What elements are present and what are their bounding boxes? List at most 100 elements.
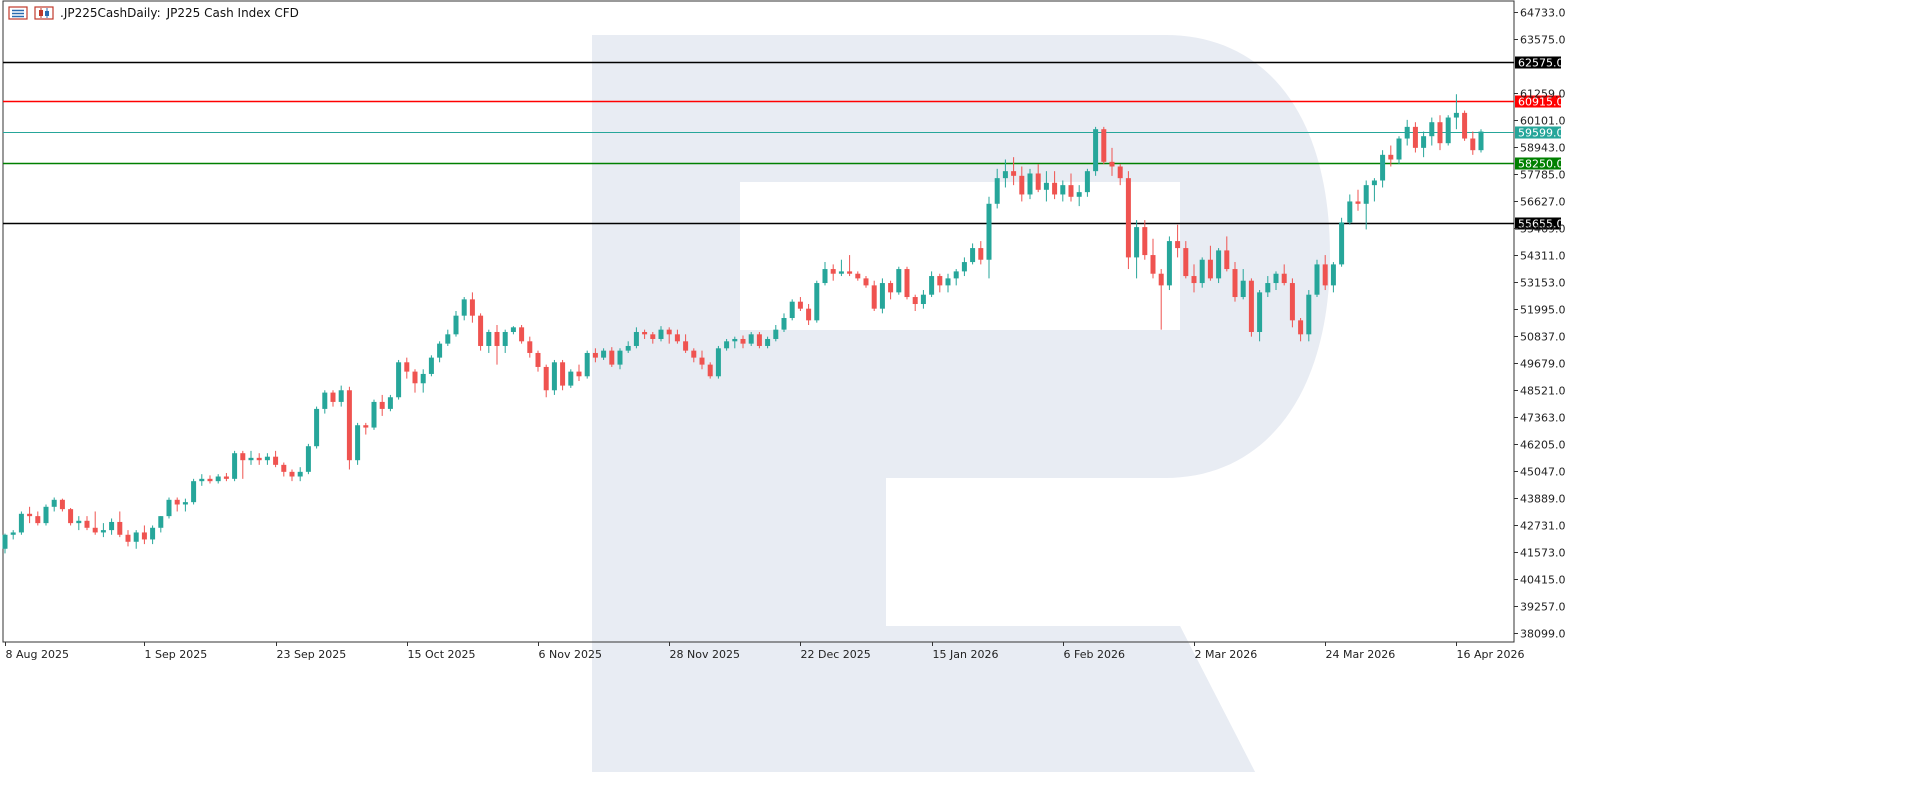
candle-body [773, 329, 779, 339]
level-price-tag: 58250.0 [1515, 157, 1564, 171]
candle [338, 385, 344, 407]
level-price-tag: 59599.0 [1515, 126, 1564, 140]
candle [379, 394, 385, 416]
candle [1076, 185, 1082, 207]
candle [584, 350, 590, 379]
candle [1027, 168, 1033, 200]
candle-body [150, 527, 156, 540]
candle-body [1125, 178, 1131, 258]
candle-body [1093, 129, 1099, 172]
candle [1281, 264, 1287, 286]
y-tick-label: 39257.0 [1520, 601, 1566, 614]
candle [1404, 119, 1410, 146]
candle-body [765, 338, 771, 346]
candle [724, 338, 730, 351]
candle [970, 243, 976, 265]
candle [945, 273, 951, 293]
candle [822, 262, 828, 286]
candle [1158, 269, 1164, 330]
candle [305, 443, 311, 475]
y-tick-label: 45047.0 [1520, 466, 1566, 479]
candle [1453, 94, 1459, 130]
candle [683, 334, 689, 353]
candle [2, 533, 8, 554]
candle [707, 362, 713, 379]
candle-body [1273, 273, 1279, 284]
candle-body [781, 318, 787, 330]
y-tick-label: 56627.0 [1520, 196, 1566, 209]
candle [765, 336, 771, 349]
candle-body [1166, 241, 1172, 286]
candle [609, 347, 615, 367]
candle-body [43, 506, 49, 524]
candle-body [961, 262, 967, 272]
candle-body [666, 329, 672, 335]
candle [43, 504, 49, 526]
candle [1240, 269, 1246, 300]
candle-body [2, 534, 8, 549]
candle-body [1027, 173, 1033, 195]
x-tick-label: 8 Aug 2025 [6, 648, 69, 661]
candle [1412, 122, 1418, 153]
candle-body [1478, 131, 1484, 151]
chart-header: .JP225Cash Daily: JP225 Cash Index CFD [8, 6, 299, 20]
chart-list-icon[interactable] [8, 6, 28, 20]
candle-body [822, 269, 828, 284]
candle [1347, 194, 1353, 225]
candle-body [527, 341, 533, 353]
candle [1043, 171, 1049, 202]
candle-body [1240, 280, 1246, 298]
y-tick-label: 50837.0 [1520, 331, 1566, 344]
candle [445, 329, 451, 346]
candle-body [601, 350, 607, 358]
candle [1084, 168, 1090, 197]
candle [223, 473, 229, 482]
candle [1257, 290, 1263, 342]
candle [59, 498, 65, 512]
candle [158, 516, 164, 533]
candle [92, 511, 98, 535]
candle [191, 478, 197, 505]
candles [2, 94, 1484, 554]
candle-body [912, 297, 918, 305]
candle-body [141, 532, 147, 540]
horizontal-levels [3, 61, 1514, 225]
candle [1142, 220, 1148, 260]
candle-body [1191, 276, 1197, 284]
y-tick-label: 38099.0 [1520, 628, 1566, 641]
candle [1232, 262, 1238, 302]
y-tick-label: 57785.0 [1520, 169, 1566, 182]
candle-chart-icon[interactable] [34, 6, 54, 20]
candle [232, 450, 238, 482]
level-tag-bg [1515, 56, 1561, 69]
candle-body [1101, 129, 1107, 162]
candle-body [478, 315, 484, 346]
candle [1175, 224, 1181, 258]
candle-body [1363, 185, 1369, 204]
candle-body [568, 371, 574, 386]
candle [1380, 150, 1386, 188]
level-tag-label: 55655.0 [1518, 218, 1564, 231]
candle-body [642, 331, 648, 335]
candle [264, 453, 270, 465]
candle [84, 516, 90, 531]
candle [1183, 241, 1189, 279]
candle-body [970, 248, 976, 263]
candle-body [1322, 264, 1328, 286]
candle-body [1380, 154, 1386, 181]
candle-body [92, 527, 98, 533]
candle [961, 257, 967, 277]
candle-body [1388, 154, 1394, 160]
candle [322, 390, 328, 414]
candle [650, 331, 656, 344]
candle-body [1068, 185, 1074, 197]
symbol-label: .JP225Cash [60, 6, 128, 20]
candle-body [1281, 273, 1287, 284]
candle-body [412, 371, 418, 384]
candle-body [264, 456, 270, 461]
candle-body [674, 334, 680, 342]
candle [994, 168, 1000, 209]
candle-body [371, 401, 377, 428]
candle [125, 530, 131, 547]
